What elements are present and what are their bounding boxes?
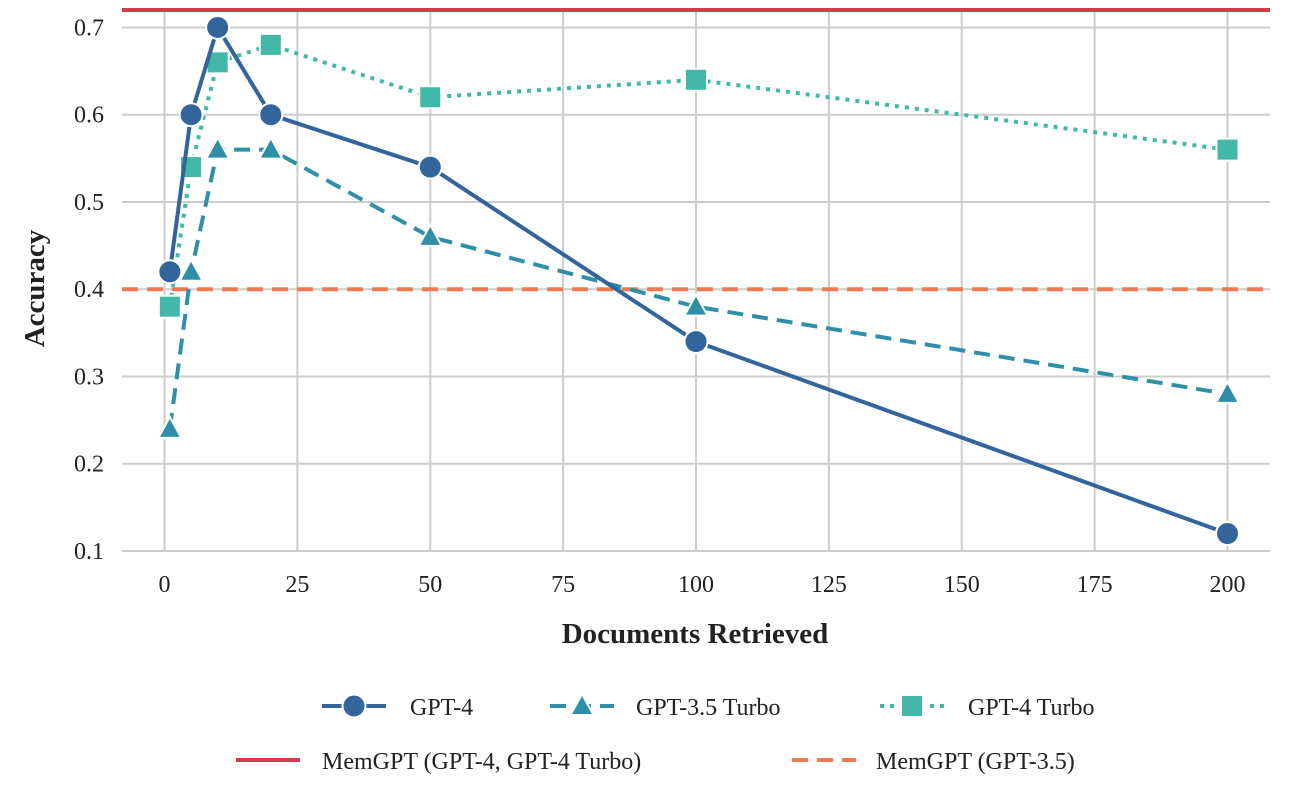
legend-item: GPT-4 (322, 693, 473, 721)
y-tick-label: 0.4 (74, 277, 104, 303)
legend-label: GPT-4 (410, 695, 473, 721)
data-point-square (1215, 137, 1240, 162)
data-point-triangle (417, 222, 444, 247)
data-point-circle (1214, 521, 1240, 547)
legend: GPT-4 GPT-3.5 Turbo GPT-4 Turbo MemGPT (GPT… (236, 691, 1095, 775)
y-tick-label: 0.5 (74, 190, 104, 216)
data-point-square (900, 694, 924, 718)
data-point-circle (683, 329, 709, 355)
reference-lines-layer (122, 8, 1270, 292)
y-axis-title: Accuracy (19, 229, 51, 347)
data-point-triangle (156, 414, 184, 439)
tick-labels-layer: 0 25 50 75 100 125 150 175 200 0.1 0.2 0.3 0.4 0.5 0.6… (74, 15, 1245, 598)
legend-item: GPT-4 Turbo (880, 694, 1095, 721)
legend-item: MemGPT (GPT-3.5) (792, 749, 1075, 775)
y-tick-label: 0.7 (74, 15, 104, 41)
y-tick-label: 0.1 (74, 539, 104, 565)
x-tick-label: 150 (944, 572, 980, 598)
y-tick-label: 0.3 (74, 364, 104, 390)
data-point-square (684, 67, 708, 92)
legend-label: MemGPT (GPT-3.5) (876, 749, 1075, 775)
legend-label: MemGPT (GPT-4, GPT-4 Turbo) (322, 749, 641, 775)
data-point-circle (341, 693, 367, 719)
data-point-triangle (682, 292, 710, 317)
series-layer (156, 14, 1241, 547)
x-tick-label: 175 (1077, 572, 1113, 598)
y-tick-label: 0.6 (74, 103, 104, 129)
x-tick-label: 75 (551, 572, 575, 598)
data-point-triangle (568, 691, 596, 716)
series-gpt-3-5-turbo (156, 135, 1241, 439)
x-tick-label: 25 (285, 572, 309, 598)
x-tick-label: 100 (678, 572, 714, 598)
legend-item: GPT-3.5 Turbo (550, 691, 781, 721)
series-gpt-4-turbo (157, 32, 1240, 319)
x-tick-label: 0 (159, 572, 171, 598)
data-point-circle (205, 14, 231, 40)
data-point-square (258, 32, 283, 57)
data-point-circle (258, 102, 284, 128)
x-tick-label: 200 (1209, 572, 1245, 598)
x-tick-label: 50 (418, 572, 442, 598)
y-tick-label: 0.2 (74, 452, 104, 478)
legend-label: GPT-4 Turbo (968, 695, 1095, 721)
data-point-triangle (257, 135, 285, 160)
data-point-circle (178, 102, 204, 128)
legend-item: MemGPT (GPT-4, GPT-4 Turbo) (236, 749, 641, 775)
x-tick-label: 125 (811, 572, 847, 598)
x-axis-title: Documents Retrieved (562, 618, 829, 650)
data-point-square (157, 294, 182, 319)
legend-label: GPT-3.5 Turbo (636, 695, 781, 721)
data-point-triangle (204, 135, 231, 160)
data-point-circle (157, 259, 183, 285)
data-point-circle (417, 154, 443, 180)
data-point-square (418, 85, 443, 110)
data-point-triangle (177, 257, 205, 282)
series-line (167, 25, 1229, 536)
data-point-triangle (1214, 379, 1241, 404)
series-gpt-4 (157, 14, 1240, 547)
